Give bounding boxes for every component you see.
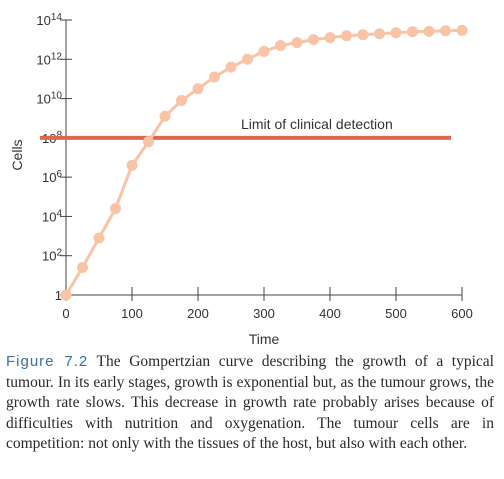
y-tick-label: 1010 <box>36 91 62 107</box>
detection-limit-label: Limit of clinical detection <box>241 116 393 132</box>
data-point <box>275 40 286 52</box>
data-point <box>258 45 270 57</box>
data-point <box>60 289 72 301</box>
data-point <box>93 232 105 244</box>
data-point <box>209 71 220 83</box>
data-point <box>357 29 369 41</box>
y-tick-label: 1 <box>55 288 62 303</box>
x-tick-label: 200 <box>187 306 209 321</box>
x-tick-label: 100 <box>121 306 143 321</box>
data-point <box>176 95 187 107</box>
data-point <box>159 110 171 122</box>
data-point <box>77 262 88 273</box>
data-point <box>308 34 319 46</box>
data-point <box>110 203 121 215</box>
series-group <box>60 24 468 301</box>
data-point <box>242 53 253 65</box>
x-tick-label: 400 <box>319 306 341 321</box>
caption-text: The Gompertzian curve describing the gro… <box>6 353 494 452</box>
x-tick-label: 300 <box>253 306 275 321</box>
data-point <box>341 30 352 42</box>
growth-curve-line <box>64 28 463 296</box>
data-point <box>126 159 138 171</box>
y-tick-label: 1012 <box>36 51 62 67</box>
figure-caption: Figure 7.2 The Gompertzian curve describ… <box>6 352 494 455</box>
data-point <box>324 32 336 44</box>
y-axis-title: Cells <box>9 139 25 170</box>
axes: 0100200300400500600110210410610810101012… <box>9 12 473 347</box>
y-tick-label: 102 <box>42 248 62 264</box>
y-tick-label: 1014 <box>36 12 62 28</box>
y-tick-label: 104 <box>42 208 62 224</box>
gompertz-chart: 0100200300400500600110210410610810101012… <box>9 12 473 347</box>
figure-label: Figure 7.2 <box>6 353 89 370</box>
x-axis-title: Time <box>249 331 280 347</box>
data-point <box>440 25 451 37</box>
data-point <box>423 25 435 37</box>
data-point <box>143 136 154 148</box>
limit-group: Limit of clinical detection <box>40 116 451 140</box>
x-tick-label: 500 <box>385 306 407 321</box>
data-point <box>291 37 303 49</box>
x-tick-label: 600 <box>451 306 473 321</box>
x-tick-label: 0 <box>62 306 69 321</box>
data-point <box>374 28 385 40</box>
y-tick-label: 106 <box>42 169 62 185</box>
data-point <box>192 83 204 95</box>
data-point <box>225 61 237 73</box>
data-point <box>407 26 418 38</box>
data-point <box>390 27 402 39</box>
data-point <box>456 24 468 36</box>
